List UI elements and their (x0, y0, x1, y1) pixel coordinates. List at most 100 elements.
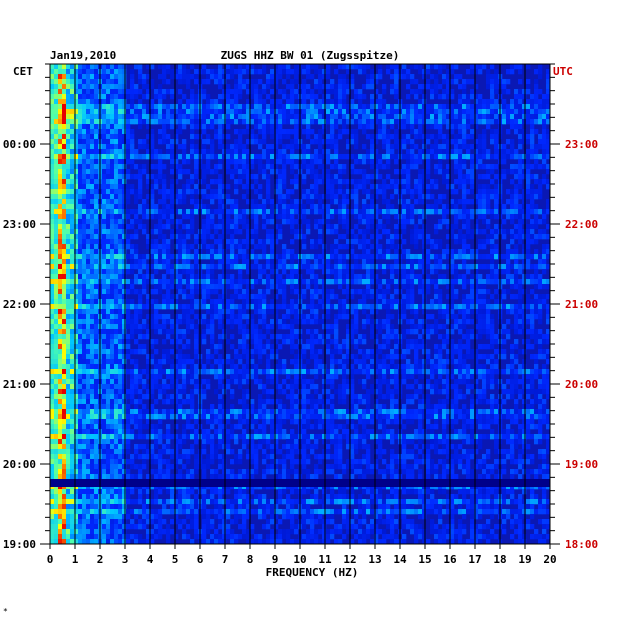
spectrogram-cell (238, 74, 243, 80)
spectrogram-cell (114, 314, 119, 320)
spectrogram-cell (94, 239, 99, 245)
spectrogram-cell (302, 99, 307, 105)
spectrogram-cell (230, 69, 235, 75)
spectrogram-cell (158, 259, 163, 265)
spectrogram-cell (338, 99, 343, 105)
spectrogram-cell (150, 324, 155, 330)
spectrogram-cell (406, 149, 411, 155)
spectrogram-cell (470, 64, 475, 70)
spectrogram-cell (302, 279, 307, 285)
spectrogram-cell (126, 299, 131, 305)
spectrogram-cell (106, 309, 111, 315)
spectrogram-cell (382, 134, 387, 140)
spectrogram-cell (354, 159, 359, 165)
spectrogram-cell (382, 319, 387, 325)
spectrogram-cell (406, 269, 411, 275)
spectrogram-cell (354, 304, 359, 310)
spectrogram-cell (514, 109, 519, 115)
spectrogram-cell (346, 144, 351, 150)
spectrogram-cell (386, 164, 391, 170)
spectrogram-cell (362, 184, 367, 190)
spectrogram-cell (302, 64, 307, 70)
spectrogram-cell (86, 84, 91, 90)
spectrogram-cell (262, 129, 267, 135)
spectrogram-cell (282, 64, 287, 70)
spectrogram-cell (442, 114, 447, 120)
spectrogram-cell (378, 104, 383, 110)
spectrogram-cell (142, 324, 147, 330)
spectrogram-cell (154, 314, 159, 320)
spectrogram-cell (210, 104, 215, 110)
spectrogram-cell (50, 284, 55, 290)
spectrogram-cell (490, 319, 495, 325)
spectrogram-cell (278, 319, 283, 325)
date-label: Jan19,2010 (50, 49, 116, 62)
spectrogram-cell (322, 119, 327, 125)
spectrogram-cell (214, 154, 219, 160)
spectrogram-cell (526, 179, 531, 185)
spectrogram-cell (206, 309, 211, 315)
spectrogram-cell (142, 79, 147, 85)
spectrogram-cell (430, 119, 435, 125)
spectrogram-cell (238, 89, 243, 95)
spectrogram-cell (466, 249, 471, 255)
spectrogram-cell (62, 264, 67, 270)
spectrogram-cell (222, 269, 227, 275)
spectrogram-cell (446, 144, 451, 150)
spectrogram-cell (494, 189, 499, 195)
spectrogram-cell (338, 94, 343, 100)
spectrogram-cell (102, 274, 107, 280)
spectrogram-cell (366, 104, 371, 110)
spectrogram-cell (218, 154, 223, 160)
spectrogram-cell (246, 294, 251, 300)
spectrogram-cell (266, 84, 271, 90)
spectrogram-cell (334, 84, 339, 90)
spectrogram-cell (110, 209, 115, 215)
spectrogram-cell (510, 284, 515, 290)
spectrogram-cell (350, 99, 355, 105)
spectrogram-cell (446, 179, 451, 185)
spectrogram-cell (290, 319, 295, 325)
spectrogram-cell (74, 144, 79, 150)
spectrogram-cell (210, 219, 215, 225)
spectrogram-cell (326, 304, 331, 310)
spectrogram-cell (522, 89, 527, 95)
spectrogram-cell (66, 139, 71, 145)
spectrogram-cell (350, 324, 355, 330)
spectrogram-cell (462, 114, 467, 120)
spectrogram-cell (130, 304, 135, 310)
spectrogram-cell (122, 94, 127, 100)
spectrogram-cell (534, 129, 539, 135)
spectrogram-cell (74, 149, 79, 155)
spectrogram-cell (530, 274, 535, 280)
spectrogram-cell (470, 299, 475, 305)
spectrogram-cell (74, 184, 79, 190)
spectrogram-cell (74, 319, 79, 325)
spectrogram-cell (374, 169, 379, 175)
spectrogram-cell (166, 304, 171, 310)
spectrogram-cell (66, 329, 71, 335)
spectrogram-cell (102, 164, 107, 170)
spectrogram-cell (390, 234, 395, 240)
spectrogram-cell (518, 304, 523, 310)
spectrogram-cell (294, 319, 299, 325)
spectrogram-cell (318, 89, 323, 95)
spectrogram-cell (342, 279, 347, 285)
spectrogram-cell (122, 204, 127, 210)
spectrogram-cell (286, 324, 291, 330)
spectrogram-cell (50, 79, 55, 85)
spectrogram-cell (466, 269, 471, 275)
spectrogram-cell (350, 179, 355, 185)
spectrogram-cell (378, 119, 383, 125)
spectrogram-cell (146, 179, 151, 185)
spectrogram-cell (102, 74, 107, 80)
spectrogram-cell (486, 254, 491, 260)
spectrogram-cell (354, 209, 359, 215)
spectrogram-cell (74, 259, 79, 265)
spectrogram-cell (134, 114, 139, 120)
spectrogram-cell (382, 129, 387, 135)
spectrogram-cell (386, 249, 391, 255)
spectrogram-cell (338, 219, 343, 225)
spectrogram-cell (50, 269, 55, 275)
spectrogram-cell (410, 209, 415, 215)
